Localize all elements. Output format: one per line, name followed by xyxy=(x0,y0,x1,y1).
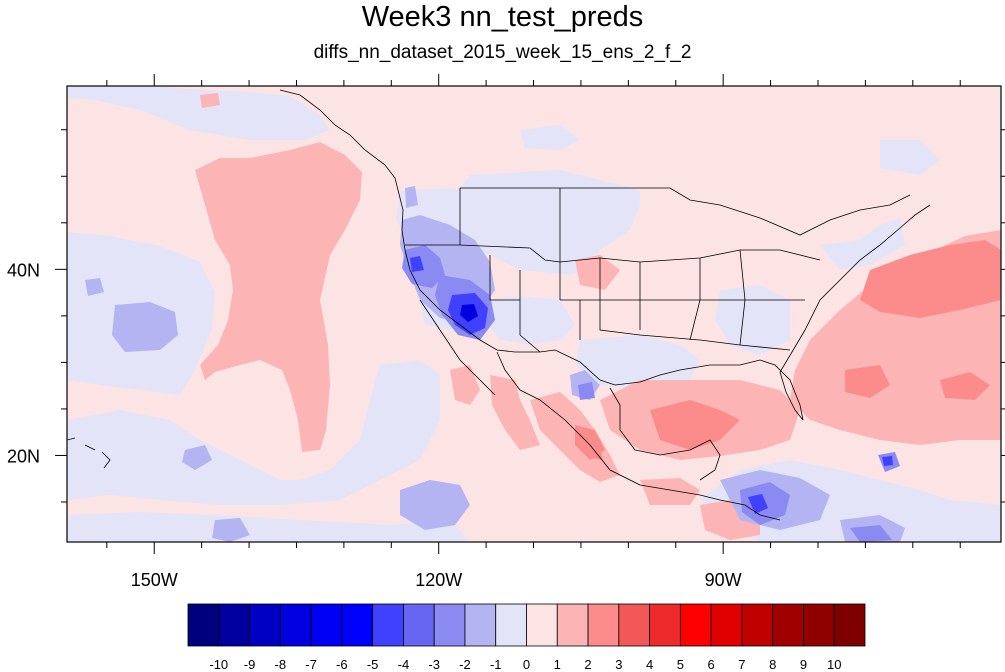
lon-label-120w: 120W xyxy=(415,570,462,590)
colorbar-swatch xyxy=(218,603,250,647)
colorbar-swatch xyxy=(495,603,527,647)
coastlines xyxy=(67,89,931,521)
lon-labels: 150W 120W 90W xyxy=(131,570,742,590)
darkest-blue-cells xyxy=(460,304,478,322)
colorbar-swatch xyxy=(710,603,743,647)
colorbar-label: -2 xyxy=(459,657,471,672)
lat-label-20n: 20N xyxy=(7,446,40,466)
colorbar-swatch xyxy=(803,603,835,647)
colorbar-label: 2 xyxy=(584,657,591,672)
colorbar-swatch xyxy=(587,603,620,647)
colorbar-label: -9 xyxy=(244,657,256,672)
anomaly-field xyxy=(67,86,1001,542)
colorbar-swatch xyxy=(556,603,589,647)
colorbar-label: -8 xyxy=(275,657,287,672)
colorbar-swatch xyxy=(741,603,774,647)
colorbar-swatch xyxy=(310,603,343,647)
colorbar-label: -7 xyxy=(305,657,317,672)
colorbar-label: 9 xyxy=(800,657,807,672)
colorbar-label: -6 xyxy=(336,657,348,672)
colorbar-swatch xyxy=(526,603,558,647)
colorbar-swatch xyxy=(833,603,866,647)
colorbar-label: -3 xyxy=(428,657,440,672)
colorbar-swatch xyxy=(341,603,374,647)
axis-ticks xyxy=(55,74,1005,554)
colorbar-label: -1 xyxy=(490,657,502,672)
colorbar-label: 10 xyxy=(827,657,841,672)
colorbar-swatch xyxy=(433,603,466,647)
lat-label-40n: 40N xyxy=(7,260,40,280)
colorbar-label: 6 xyxy=(708,657,715,672)
colorbar-swatch xyxy=(249,603,281,647)
colorbar-swatch xyxy=(403,603,435,647)
colorbar-swatch xyxy=(279,603,312,647)
colorbar-swatch xyxy=(649,603,681,647)
colorbar-swatch xyxy=(372,603,404,647)
colorbar-label: 4 xyxy=(646,657,653,672)
colorbar-swatch xyxy=(187,603,220,647)
medium-red-regions xyxy=(575,240,1001,460)
lat-labels: 40N 20N xyxy=(7,260,40,466)
colorbar: -10 -9 -8 -7 -6 -5 -4 -3 -2 -1 0 1 2 3 4 5 6 7 8 9 10 xyxy=(187,603,866,672)
colorbar-label: -4 xyxy=(398,657,410,672)
colorbar-label: 8 xyxy=(769,657,776,672)
colorbar-label: 0 xyxy=(523,657,530,672)
colorbar-label: 5 xyxy=(677,657,684,672)
colorbar-label: -10 xyxy=(209,657,228,672)
lon-label-90w: 90W xyxy=(705,570,742,590)
colorbar-swatch xyxy=(464,603,497,647)
colorbar-swatch xyxy=(772,603,804,647)
lon-label-150w: 150W xyxy=(131,570,178,590)
colorbar-swatch xyxy=(618,603,650,647)
plot-subtitle: diffs_nn_dataset_2015_week_15_ens_2_f_2 xyxy=(313,42,692,63)
colorbar-label: 3 xyxy=(615,657,622,672)
colorbar-label: 1 xyxy=(554,657,561,672)
colorbar-swatch xyxy=(679,603,712,647)
colorbar-label: -5 xyxy=(367,657,379,672)
colorbar-label: 7 xyxy=(738,657,745,672)
plot-title: Week3 nn_test_preds xyxy=(361,1,644,33)
